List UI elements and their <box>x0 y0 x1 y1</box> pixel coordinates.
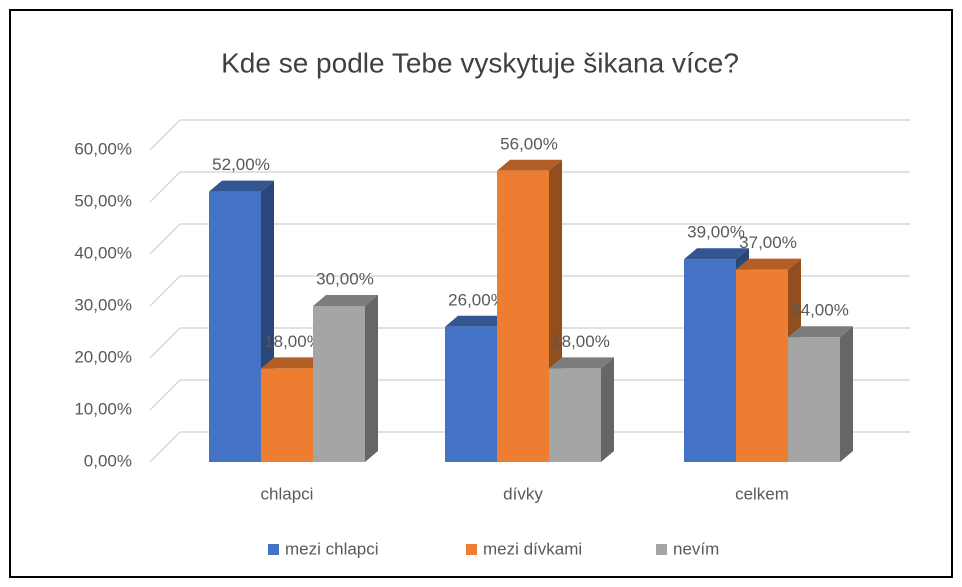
legend-swatch <box>656 544 667 555</box>
data-label: 56,00% <box>500 134 558 153</box>
data-label: 24,00% <box>791 301 849 320</box>
legend-label: nevím <box>673 539 719 558</box>
data-label: 39,00% <box>687 223 745 242</box>
legend-swatch <box>268 544 279 555</box>
y-tick-label: 0,00% <box>84 451 132 470</box>
bar-front <box>788 337 840 462</box>
legend-label: mezi dívkami <box>483 539 582 558</box>
y-tick-label: 40,00% <box>74 243 132 262</box>
bar-top <box>209 180 274 192</box>
bar-front <box>313 306 365 462</box>
bar-side <box>840 326 853 462</box>
bar-top <box>313 295 378 306</box>
y-tick-label: 20,00% <box>74 347 132 366</box>
bar-front <box>261 368 313 462</box>
bar <box>736 258 801 462</box>
bar-front <box>736 269 788 462</box>
bar-top <box>549 357 614 369</box>
bar-top <box>684 248 749 260</box>
grid-line <box>149 275 910 307</box>
bar <box>313 295 378 462</box>
bar-front <box>209 191 261 462</box>
data-label: 26,00% <box>448 290 506 309</box>
x-tick-label: dívky <box>503 484 543 503</box>
y-tick-label: 10,00% <box>74 399 132 418</box>
bar-front <box>497 170 549 463</box>
legend-swatch <box>466 544 477 555</box>
legend-label: mezi chlapci <box>285 539 379 558</box>
grid-line <box>149 431 910 463</box>
grid-line <box>149 327 910 359</box>
y-tick-label: 60,00% <box>74 139 132 158</box>
bar-top <box>788 326 853 338</box>
bar-front <box>445 326 497 462</box>
data-label: 18,00% <box>552 332 610 351</box>
grid-line <box>149 223 910 255</box>
y-tick-label: 50,00% <box>74 191 132 210</box>
y-tick-label: 30,00% <box>74 295 132 314</box>
bar-top <box>445 315 510 327</box>
bar <box>549 357 614 462</box>
grid-line <box>149 119 910 151</box>
bar-side <box>601 357 614 462</box>
x-tick-label: celkem <box>735 484 789 503</box>
data-label: 52,00% <box>212 155 270 174</box>
chart-title: Kde se podle Tebe vyskytuje šikana více? <box>221 47 739 78</box>
grid-line <box>149 379 910 411</box>
bar-front <box>684 259 736 462</box>
data-label: 18,00% <box>264 332 322 351</box>
bar-top <box>497 159 562 171</box>
data-label: 30,00% <box>316 269 374 288</box>
bar-side <box>365 295 378 462</box>
bar-top <box>261 357 326 369</box>
grid-line <box>149 171 910 203</box>
bar-front <box>549 368 601 462</box>
x-tick-label: chlapci <box>261 484 314 503</box>
data-label: 37,00% <box>739 233 797 252</box>
bar <box>788 326 853 462</box>
bar-top <box>736 258 801 270</box>
